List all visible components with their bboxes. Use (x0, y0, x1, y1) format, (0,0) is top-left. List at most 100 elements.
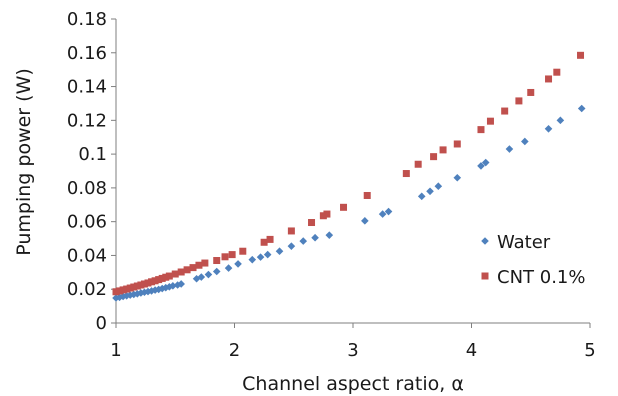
water-point (263, 250, 272, 259)
cnt-point (228, 251, 236, 259)
x-tick-label: 3 (347, 340, 358, 361)
water-point (212, 267, 221, 276)
y-tick-label: 0.12 (67, 110, 107, 131)
water-point (287, 242, 296, 250)
water-point (173, 281, 182, 289)
series-cnt (112, 51, 585, 296)
y-tick-label: 0.06 (67, 212, 107, 233)
series-water (112, 104, 586, 302)
water-point (384, 207, 393, 216)
cnt-point (155, 276, 163, 284)
water-point (521, 137, 529, 146)
cnt-point (287, 227, 295, 235)
water-point (378, 210, 387, 218)
water-point (169, 282, 177, 290)
cnt-point (453, 140, 461, 148)
cnt-point (162, 273, 170, 281)
cnt-point (430, 153, 438, 161)
y-tick-label: 0 (96, 313, 107, 334)
water-point (361, 217, 369, 225)
cnt-point (486, 117, 494, 125)
cnt-point (213, 257, 221, 265)
cnt-point (158, 274, 166, 282)
cnt-point (165, 272, 173, 280)
legend-label-cnt: CNT 0.1% (497, 267, 585, 288)
water-point (505, 145, 514, 153)
cnt-point (260, 238, 268, 246)
cnt-point (553, 68, 561, 76)
cnt-point (221, 253, 229, 261)
cnt-point (402, 170, 410, 178)
cnt-point (144, 279, 152, 287)
water-point (177, 280, 185, 288)
water-point (129, 290, 138, 299)
water-point (417, 192, 426, 201)
cnt-point (126, 284, 134, 292)
water-point (256, 253, 265, 261)
x-tick-label: 1 (110, 340, 121, 361)
data-points (112, 51, 586, 302)
legend-label-water: Water (497, 232, 551, 253)
water-point (192, 274, 201, 283)
water-point (224, 264, 233, 272)
water-point (481, 158, 490, 167)
y-tick-label: 0.1 (78, 144, 107, 165)
y-tick-label: 0.14 (67, 77, 107, 98)
cnt-point (112, 288, 120, 296)
cnt-point (340, 203, 348, 211)
water-point (204, 270, 213, 279)
cnt-point (189, 264, 197, 272)
cnt-point (515, 97, 523, 105)
water-point (426, 187, 434, 196)
water-point (275, 247, 284, 256)
cnt-point (414, 160, 422, 168)
cnt-point (133, 282, 141, 290)
water-point (151, 286, 159, 294)
water-point (544, 124, 553, 133)
cnt-point (501, 107, 509, 115)
cnt-point (123, 285, 131, 293)
cnt-point (151, 277, 159, 285)
water-point (161, 283, 170, 292)
cnt-point (195, 261, 203, 269)
cnt-point (308, 219, 316, 227)
legend: Water CNT 0.1% (481, 232, 585, 288)
legend-marker-cnt (481, 272, 489, 280)
x-axis-title: Channel aspect ratio, α (242, 373, 464, 395)
water-point (197, 273, 206, 281)
cnt-point (363, 191, 371, 199)
y-tick-label: 0.02 (67, 279, 107, 300)
cnt-point (148, 278, 156, 286)
x-tick-label: 2 (229, 340, 240, 361)
y-axis-title: Pumping power (W) (13, 68, 35, 256)
water-point (311, 233, 319, 242)
cnt-point (577, 51, 585, 59)
cnt-point (119, 286, 127, 294)
y-tick-label: 0.04 (67, 245, 107, 266)
water-point (137, 289, 145, 297)
legend-marker-water (481, 237, 489, 245)
y-axis-ticks: 0 0.02 0.04 0.06 0.08 0.1 0.12 0.14 0.16 0.18 (67, 9, 116, 334)
water-point (299, 237, 308, 245)
water-point (453, 173, 462, 182)
water-point (234, 260, 242, 268)
water-point (477, 162, 485, 170)
y-tick-label: 0.08 (67, 178, 107, 199)
cnt-point (137, 281, 145, 289)
cnt-point (183, 266, 191, 274)
water-point (434, 182, 443, 190)
cnt-point (439, 146, 447, 154)
water-point (165, 283, 174, 291)
water-point (577, 104, 586, 113)
cnt-point (527, 88, 535, 96)
x-tick-label: 5 (584, 340, 595, 361)
cnt-point (545, 75, 553, 83)
y-tick-label: 0.16 (67, 43, 107, 64)
water-point (112, 294, 120, 302)
cnt-point (116, 287, 124, 295)
cnt-point (266, 235, 274, 243)
cnt-point (323, 210, 331, 218)
cnt-point (477, 126, 485, 134)
water-point (325, 231, 334, 239)
cnt-point (140, 280, 148, 288)
